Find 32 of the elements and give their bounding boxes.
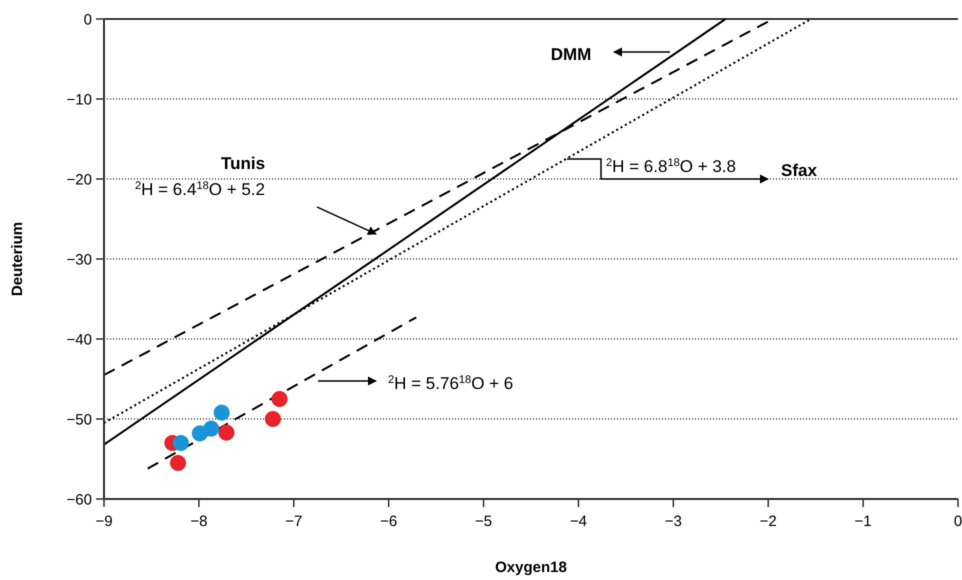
point [218,424,234,441]
x-tick-label: −1 [854,513,872,530]
x-tick-label: −6 [380,513,398,530]
x-tick-label: 0 [954,513,962,530]
point [214,404,230,421]
annotation: DMM [550,45,592,64]
annotation: $^{2}$H = 6.4$^{18}$O + 5.2 [135,180,265,199]
annotation: Tunis [220,154,266,173]
x-tick-label: −3 [664,513,682,530]
annotation: $^{2}$H = 5.76$^{18}$O + 6 [388,374,514,393]
annotation: $^{2}$H = 6.8$^{18}$O + 3.8 [606,157,736,176]
y-tick-label: −50 [66,411,92,428]
annotation: Sfax [781,161,818,180]
y-tick-label: −10 [66,91,92,108]
y-tick-label: −60 [66,491,92,508]
y-tick-label: −40 [66,331,92,348]
x-tick-label: −4 [570,513,587,530]
x-tick-label: −2 [760,513,777,530]
y-tick-label: 0 [84,11,92,28]
point [170,455,186,471]
x-tick-label: −9 [95,513,113,530]
point [172,435,189,451]
point [203,420,220,437]
y-tick-label: −30 [66,251,92,268]
x-tick-label: −8 [190,513,208,530]
x-axis-title: Oxygen18 [495,559,567,576]
y-axis-title: Deuterium [9,222,26,296]
point [272,391,288,407]
x-tick-label: −7 [285,513,302,530]
x-tick-label: −5 [475,513,492,530]
point [264,411,281,427]
y-tick-label: −20 [66,171,92,188]
